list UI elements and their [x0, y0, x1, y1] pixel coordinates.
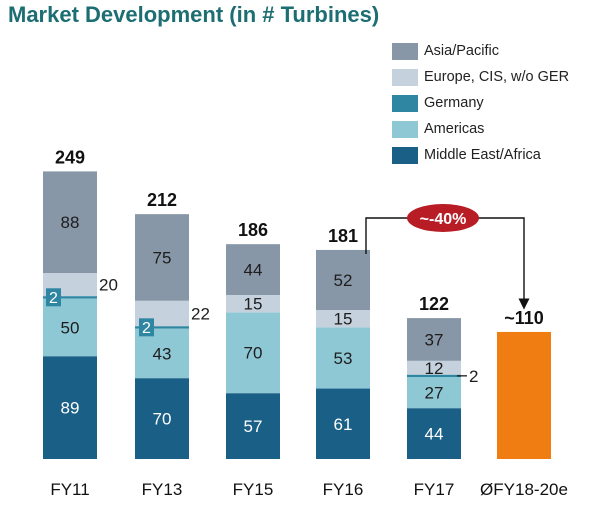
data-label-americas: 70: [244, 344, 263, 363]
bar-segment-germany: [43, 296, 97, 299]
total-label: 186: [238, 220, 268, 240]
legend-label: Americas: [424, 121, 485, 137]
total-label: ~110: [504, 308, 544, 328]
bar-segment-middle-east-africa: [316, 388, 370, 459]
bar-segment-middle-east-africa: [135, 378, 189, 459]
data-label-asia-pacific: 75: [153, 248, 172, 267]
bar-group-fy16: 61 53 15 52 181 FY16: [316, 226, 370, 499]
bar-segment-germany: [407, 374, 461, 377]
bar-segment-asia-pacific: [407, 318, 461, 361]
data-label-europe-cis-w-o-ger: 12: [425, 359, 444, 378]
change-badge: [407, 204, 479, 232]
total-label: 122: [419, 294, 449, 314]
bar-segment-americas: [226, 312, 280, 394]
legend-label: Middle East/Africa: [424, 147, 541, 163]
category-label: FY13: [142, 480, 183, 499]
bar-group-fy11: 89 50 20 88 2 249 FY11: [43, 147, 118, 499]
bar-group-fy17: 44 27 12 37 2 122 FY17: [407, 294, 478, 499]
data-label-middle-east-africa: 89: [61, 399, 80, 418]
data-label-americas: 53: [334, 349, 353, 368]
bar-segment-americas: [135, 328, 189, 379]
legend-item-germany: Germany: [392, 90, 569, 116]
data-label-middle-east-africa: 61: [334, 415, 353, 434]
data-label-americas: 50: [61, 318, 80, 337]
change-label: ~-40%: [420, 211, 467, 228]
bar-group-avg-fy18-20e: ~110 ØFY18-20e: [480, 308, 568, 499]
category-label: FY16: [323, 480, 364, 499]
bar-segment-americas: [43, 298, 97, 357]
bar-segment-americas: [407, 376, 461, 409]
data-label-germany: 2: [469, 367, 478, 386]
germany-badge: [46, 288, 61, 307]
legend-item-americas: Americas: [392, 116, 569, 142]
legend-item-europe-cis-w-o-ger: Europe, CIS, w/o GER: [392, 64, 569, 90]
data-label-asia-pacific: 37: [425, 330, 444, 349]
bar-segment-asia-pacific: [135, 214, 189, 301]
bar-segment-middle-east-africa: [43, 356, 97, 459]
data-label-middle-east-africa: 70: [153, 410, 172, 429]
category-label: FY15: [233, 480, 274, 499]
legend-item-asia-pacific: Asia/Pacific: [392, 38, 569, 64]
bar-segment-asia-pacific: [43, 171, 97, 274]
total-label: 249: [55, 147, 85, 167]
legend-label: Asia/Pacific: [424, 43, 499, 59]
data-label-middle-east-africa: 44: [425, 425, 444, 444]
bar-segment-middle-east-africa: [407, 408, 461, 459]
data-label-germany: 2: [142, 320, 151, 337]
bar-segment-middle-east-africa: [226, 393, 280, 459]
bar-group-fy15: 57 70 15 44 186 FY15: [226, 220, 280, 499]
bar-segment-asia-pacific: [316, 249, 370, 311]
bar-segment-asia-pacific: [226, 244, 280, 295]
data-label-asia-pacific: 52: [334, 271, 353, 290]
bar-layer: 895020882249FY11704322752212FY1357701544…: [43, 147, 568, 499]
bar-segment-forecast: [497, 331, 551, 459]
legend-label: Germany: [424, 95, 484, 111]
data-label-asia-pacific: 44: [244, 261, 263, 280]
bar-segment-europe-cis-w-o-ger: [316, 310, 370, 328]
data-label-europe-cis-w-o-ger: 15: [334, 310, 353, 329]
legend-swatch: [392, 120, 418, 138]
data-label-europe-cis-w-o-ger: 15: [244, 295, 263, 314]
data-label-middle-east-africa: 57: [244, 417, 263, 436]
total-label: 181: [328, 226, 358, 246]
chart-title: Market Development (in # Turbines): [8, 2, 380, 27]
data-label-germany: 2: [49, 290, 58, 307]
bar-group-fy13: 70 43 22 75 2 212 FY13: [135, 190, 210, 499]
category-label: FY11: [50, 480, 89, 499]
bar-segment-germany: [135, 326, 189, 329]
germany-badge: [139, 318, 154, 337]
bar-segment-americas: [316, 327, 370, 389]
category-label: FY17: [414, 480, 455, 499]
data-label-americas: 43: [153, 344, 172, 363]
legend-swatch: [392, 42, 418, 60]
bar-segment-europe-cis-w-o-ger: [407, 360, 461, 375]
data-label-europe-cis-w-o-ger: 22: [191, 304, 210, 323]
legend-label: Europe, CIS, w/o GER: [424, 69, 570, 85]
legend: Asia/Pacific Europe, CIS, w/o GER Germany A…: [392, 38, 569, 168]
legend-swatch: [392, 146, 418, 164]
total-label: 212: [147, 190, 177, 210]
category-label: ØFY18-20e: [480, 480, 568, 499]
annotation-layer: ~-40%: [365, 204, 530, 310]
bar-segment-europe-cis-w-o-ger: [226, 294, 280, 313]
legend-item-middle-east-africa: Middle East/Africa: [392, 142, 569, 168]
legend-swatch: [392, 94, 418, 112]
data-label-europe-cis-w-o-ger: 20: [99, 276, 118, 295]
data-label-americas: 27: [425, 384, 444, 403]
data-label-asia-pacific: 88: [61, 213, 80, 232]
legend-swatch: [392, 68, 418, 86]
